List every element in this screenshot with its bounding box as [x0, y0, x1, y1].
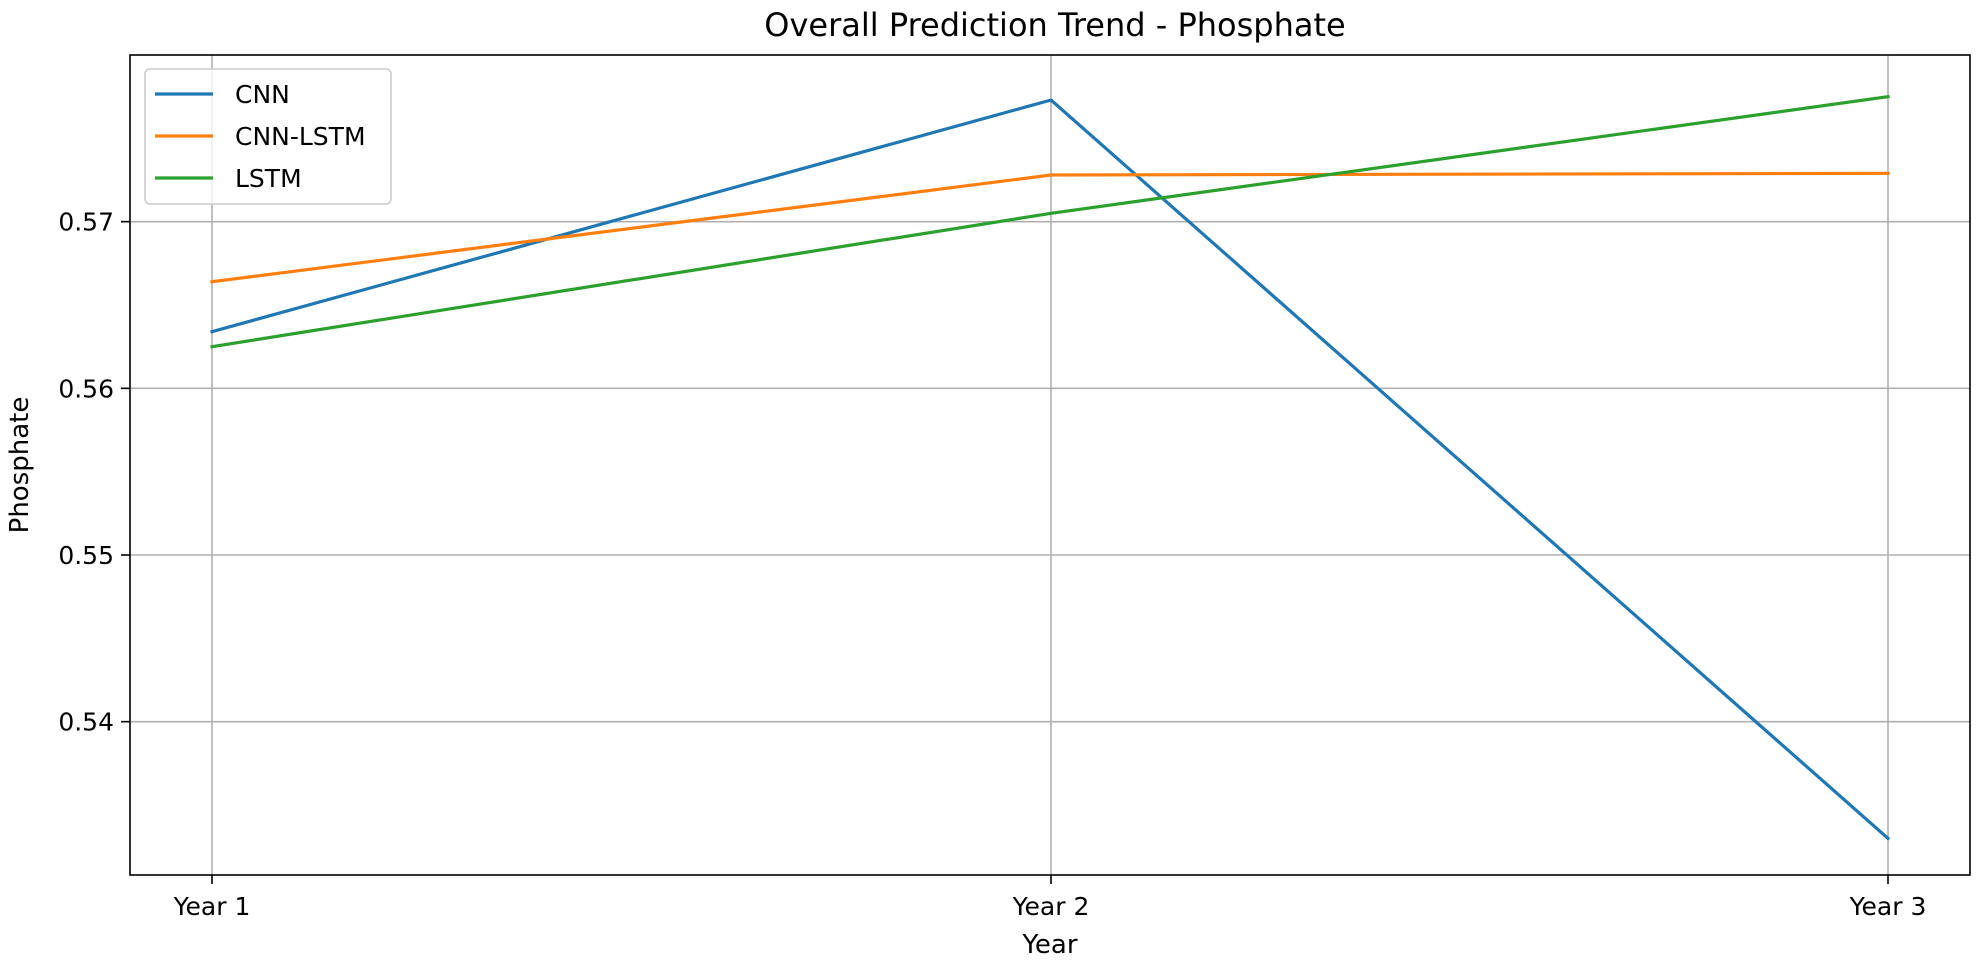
- x-tick-label: Year 1: [173, 892, 251, 921]
- plot-frame: [129, 54, 1971, 876]
- y-tick-label: 0.57: [58, 208, 114, 237]
- legend-label-cnn-lstm: CNN-LSTM: [235, 122, 366, 151]
- x-tick-label: Year 3: [1849, 892, 1927, 921]
- legend-box: [144, 68, 392, 205]
- series-lines: [210, 94, 1891, 841]
- y-tick-label: 0.56: [58, 374, 114, 403]
- x-tick-label: Year 2: [1012, 892, 1090, 921]
- grid-lines: [130, 55, 1970, 875]
- legend: CNN CNN-LSTM LSTM: [144, 68, 392, 205]
- y-axis-label: Phosphate: [5, 397, 35, 534]
- y-tick-label: 0.55: [58, 541, 114, 570]
- series-line-cnn-lstm: [210, 171, 1890, 284]
- axis-ticks: Year 1 Year 2 Year 3 0.54 0.55 0.56 0.57: [58, 208, 1926, 921]
- legend-label-cnn: CNN: [235, 80, 290, 109]
- chart-title: Overall Prediction Trend - Phosphate: [764, 6, 1345, 44]
- x-axis-label: Year: [1021, 930, 1077, 960]
- legend-label-lstm: LSTM: [235, 164, 302, 193]
- y-tick-label: 0.54: [58, 708, 114, 737]
- series-line-lstm: [210, 94, 1890, 349]
- series-line-cnn: [210, 98, 1891, 841]
